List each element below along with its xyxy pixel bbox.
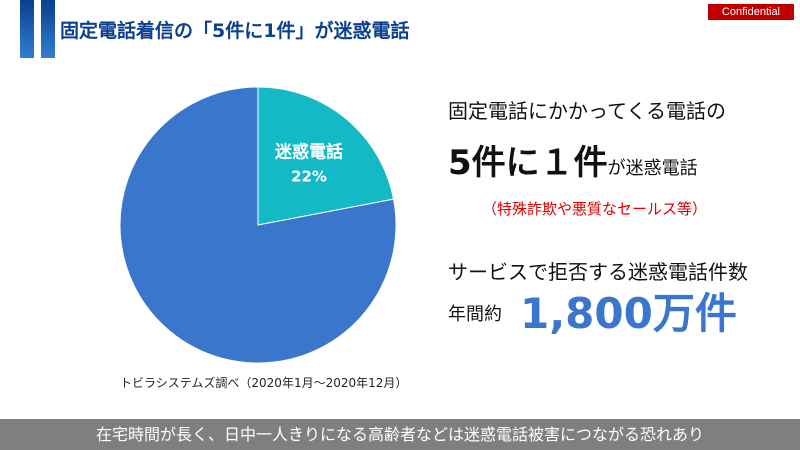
pie-slice [257, 86, 395, 226]
pie-slice [119, 86, 397, 364]
stat-big-value: 5件に１件 [448, 143, 608, 183]
annual-value: 1,800万件 [520, 289, 737, 338]
stat-big: 5件に１件が迷惑電話 [448, 135, 698, 184]
slice-value-label: 22% [291, 167, 327, 185]
stat-big-suffix: が迷惑電話 [607, 158, 698, 179]
pie-chart: 迷惑電話 22% [119, 86, 397, 364]
stat-line-4: サービスで拒否する迷惑電話件数 [448, 260, 748, 284]
stat-line-1: 固定電話にかかってくる電話の [448, 99, 726, 123]
header-bar-decoration [41, 0, 55, 58]
footer-banner: 在宅時間が長く、日中一人きりになる高齢者などは迷惑電話被害につながる恐れあり [0, 419, 800, 450]
header-bar-decoration [20, 0, 34, 58]
annual-label: 年間約 [448, 304, 502, 325]
slice-label: 迷惑電話 [274, 141, 343, 162]
stat-note: （特殊詐欺や悪質なセールス等） [482, 200, 708, 218]
confidential-badge: Confidential [707, 4, 794, 20]
page-title: 固定電話着信の「5件に1件」が迷惑電話 [60, 20, 410, 42]
chart-source: トビラシステムズ調べ（2020年1月～2020年12月） [120, 376, 408, 390]
